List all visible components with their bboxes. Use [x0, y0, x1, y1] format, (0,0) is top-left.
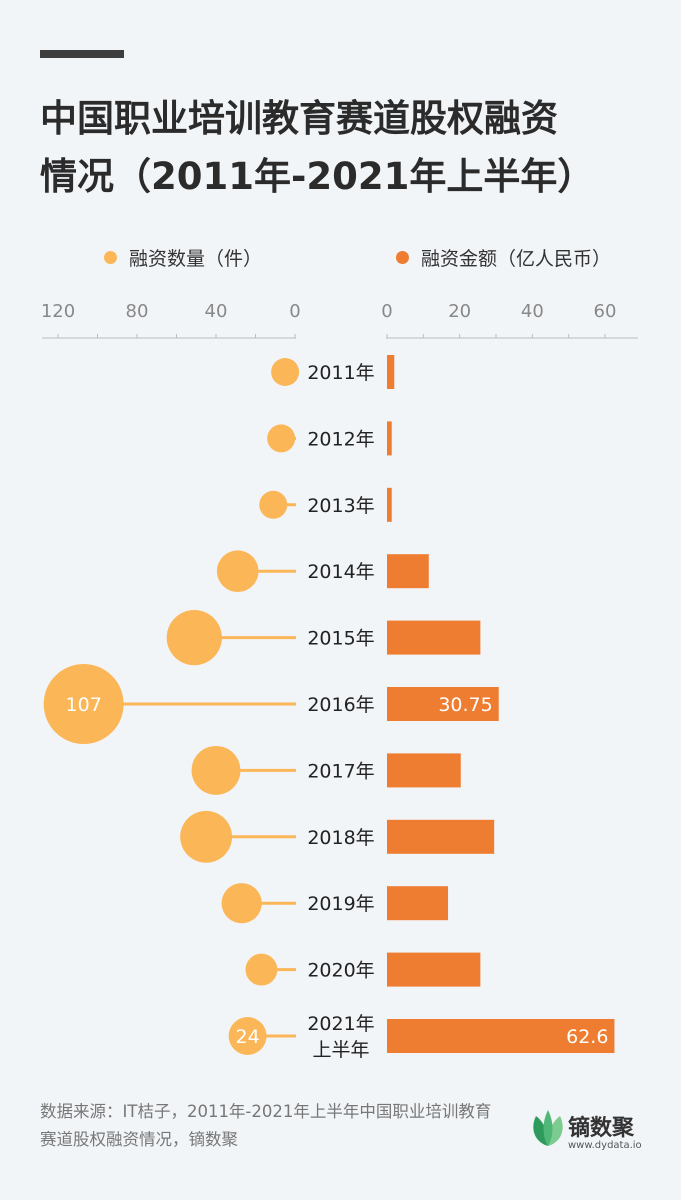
- amount-axis-tick: 20: [448, 301, 471, 322]
- amount-bar: [387, 554, 429, 589]
- category-label: 2015年: [307, 628, 374, 650]
- count-bubble: [228, 1017, 267, 1055]
- category-label: 2018年: [307, 827, 374, 849]
- amount-bar: [387, 886, 449, 921]
- count-bubble: [43, 664, 124, 744]
- legend-label-amount: 融资金额（亿人民币）: [421, 248, 612, 270]
- count-value-label: 107: [66, 694, 102, 716]
- amount-bar: [387, 487, 392, 522]
- count-bubble: [267, 424, 296, 453]
- count-axis-tick: 120: [41, 301, 75, 322]
- logo-name: 镝数聚: [568, 1116, 635, 1141]
- count-bubble: [245, 953, 278, 986]
- count-axis-tick: 0: [289, 301, 300, 322]
- amount-bar: [387, 620, 481, 655]
- count-bubble: [259, 490, 288, 519]
- amount-bar: [387, 819, 495, 854]
- page-title: 中国职业培训教育赛道股权融资 情况（2011年-2021年上半年）: [40, 90, 650, 206]
- count-bubble: [216, 550, 259, 593]
- amount-axis-tick: 0: [381, 301, 392, 322]
- amount-bar: [387, 952, 481, 987]
- category-label: 2014年: [307, 561, 374, 583]
- category-label: 2019年: [307, 893, 374, 915]
- amount-value-label: 62.6: [566, 1026, 608, 1048]
- category-label: 2020年: [307, 960, 374, 982]
- category-label: 2017年: [307, 760, 374, 782]
- count-value-label: 24: [236, 1026, 260, 1048]
- category-label: 2012年: [307, 428, 374, 450]
- title-line-1: 中国职业培训教育赛道股权融资: [40, 97, 558, 140]
- amount-bar: [387, 421, 392, 456]
- leaf-logo-icon: [533, 1110, 563, 1146]
- legend-label-count: 融资数量（件）: [129, 248, 263, 270]
- count-bubble: [191, 745, 241, 795]
- top-accent-bar: [40, 50, 124, 58]
- count-bubble: [180, 810, 233, 863]
- amount-bar: [387, 355, 395, 389]
- brand-logo: 镝数聚 www.dydata.io: [530, 1108, 660, 1168]
- legend-dot-amount: [396, 251, 409, 264]
- category-label: 2016年: [307, 694, 374, 716]
- category-label: 上半年: [312, 1039, 369, 1061]
- amount-value-label: 30.75: [438, 694, 492, 716]
- legend-financing-count: 融资数量（件）: [104, 244, 262, 271]
- count-axis-tick: 80: [126, 301, 149, 322]
- category-label: 2021年: [307, 1013, 374, 1035]
- legend-dot-count: [104, 251, 117, 264]
- amount-bar: [387, 753, 461, 788]
- amount-axis-tick: 40: [521, 301, 544, 322]
- amount-bar: [387, 687, 499, 721]
- logo-url: www.dydata.io: [568, 1140, 642, 1151]
- amount-axis-tick: 60: [594, 301, 617, 322]
- count-bubble: [166, 609, 222, 666]
- financing-chart: 120 80 40 0 0 20 40 60 2011年 2012年 2013年 2014年 2015年…: [41, 301, 638, 1061]
- legend-financing-amount: 融资金额（亿人民币）: [396, 244, 611, 271]
- amount-bar: [387, 1019, 615, 1053]
- count-bubble: [221, 883, 262, 924]
- count-bubble: [271, 358, 300, 386]
- count-axis-tick: 40: [205, 301, 228, 322]
- category-label: 2013年: [307, 495, 374, 517]
- title-line-2: 情况（2011年-2021年上半年）: [40, 155, 595, 198]
- source-note: 数据来源：IT桔子，2011年-2021年上半年中国职业培训教育赛道股权融资情况…: [40, 1102, 492, 1149]
- category-label: 2011年: [307, 362, 374, 384]
